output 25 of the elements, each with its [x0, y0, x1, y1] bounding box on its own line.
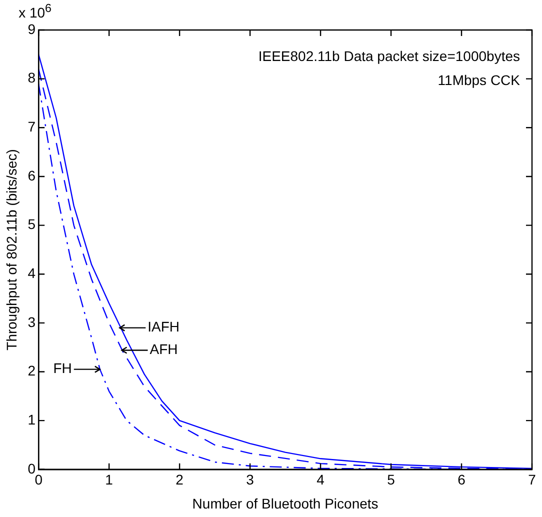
- y-tick-label: 2: [28, 362, 36, 379]
- x-axis-title: Number of Bluetooth Piconets: [192, 495, 378, 512]
- x-tick-label: 5: [387, 472, 396, 488]
- y-tick-label: 7: [28, 118, 36, 135]
- y-tick-label: 1: [28, 411, 36, 428]
- x-tick-label: 3: [246, 472, 254, 488]
- y-tick-label: 3: [28, 314, 36, 330]
- y-tick-label: 9: [28, 20, 36, 37]
- x-tick-label: 6: [458, 472, 466, 488]
- annotation: IAFH: [148, 318, 180, 335]
- text: x 10$^{6}$: [18, 2, 52, 21]
- annotation: 11Mbps CCK: [438, 72, 520, 88]
- y-axis-title: Throughput of 802.11b (bits/sec): [3, 149, 20, 350]
- x-tick-label: 1: [105, 472, 114, 488]
- y-tick-label: 0: [28, 460, 36, 476]
- x-tick-label: 7: [528, 472, 536, 488]
- annotation: AFH: [150, 341, 178, 358]
- y-tick-label: 5: [28, 216, 36, 232]
- y-tick-label: 8: [28, 70, 36, 86]
- annotation: FH: [53, 360, 72, 376]
- annotation: IEEE802.11b Data packet size=1000bytes: [258, 48, 520, 64]
- y-tick-label: 4: [28, 264, 36, 281]
- y-tick-label: 6: [28, 167, 36, 184]
- x-tick-label: 2: [176, 472, 184, 488]
- x-tick-label: 4: [316, 472, 325, 488]
